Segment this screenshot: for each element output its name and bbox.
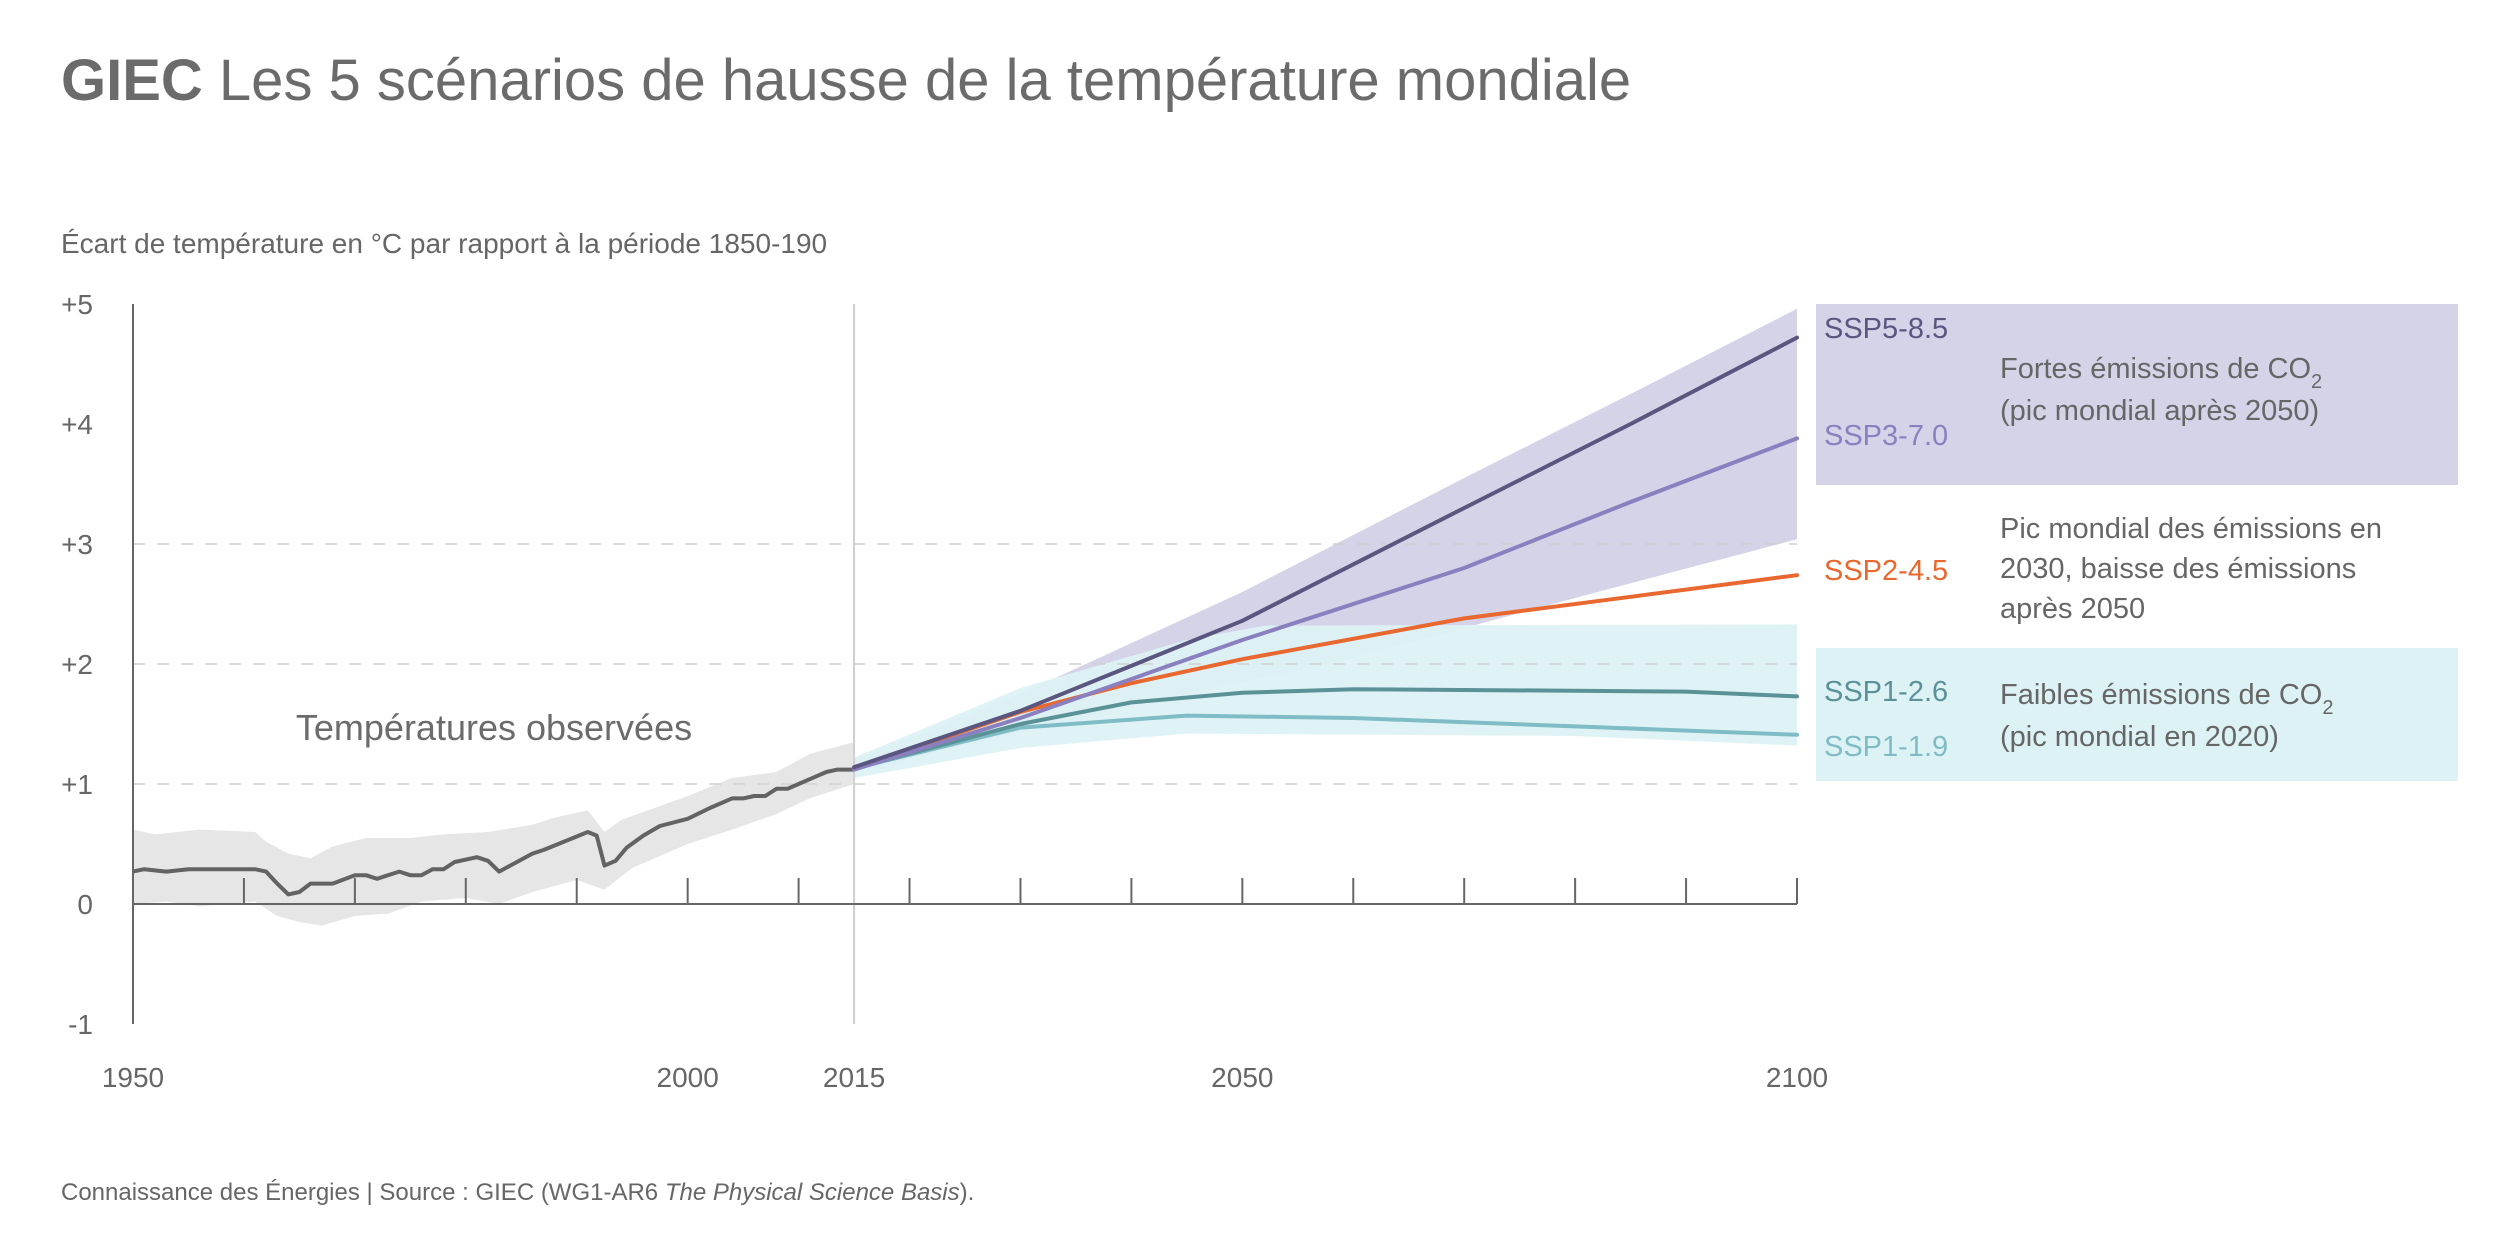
- series-label: SSP1-2.6: [1824, 676, 1948, 708]
- series-label: SSP3-7.0: [1824, 420, 1948, 452]
- series-line-ssp119: [852, 713, 1799, 771]
- series-line-ssp370: [852, 436, 1799, 772]
- y-tick-label: -1: [68, 1009, 93, 1040]
- title-rest: Les 5 scénarios de hausse de la températ…: [203, 48, 1631, 113]
- footer-source: Connaissance des Énergies | Source : GIE…: [61, 1179, 974, 1206]
- legend-low-line2: (pic mondial en 2020): [2000, 721, 2279, 753]
- legend-mid-line3: après 2050: [2000, 593, 2145, 625]
- legend-mid-line1: Pic mondial des émissions en: [2000, 513, 2382, 545]
- series-label: SSP1-1.9: [1824, 731, 1948, 763]
- y-tick-label: +1: [61, 769, 93, 800]
- observed-line: [132, 767, 855, 897]
- footer-end: ).: [960, 1179, 975, 1206]
- y-tick-label: +5: [61, 289, 93, 320]
- title-bold: GIEC: [61, 48, 203, 113]
- x-tick-label: 1950: [102, 1062, 164, 1093]
- y-axis-label: Écart de température en °C par rapport à…: [61, 228, 827, 259]
- projection-band-low: [854, 624, 1797, 778]
- series-label: SSP5-8.5: [1824, 313, 1948, 345]
- series-line-ssp585: [852, 335, 1799, 770]
- x-tick-label: 2000: [657, 1062, 719, 1093]
- legend-mid-line2: 2030, baisse des émissions: [2000, 553, 2356, 585]
- legend-box-low: [1816, 648, 2458, 781]
- x-tick-label: 2015: [823, 1062, 885, 1093]
- x-tick-label: 2050: [1211, 1062, 1273, 1093]
- observed-uncertainty-band: [133, 742, 855, 926]
- y-tick-label: +2: [61, 649, 93, 680]
- legend-high-sub: 2: [2311, 371, 2322, 393]
- legend-high-text: Fortes émissions de CO: [2000, 353, 2311, 385]
- legend-high-line1: Fortes émissions de CO2: [2000, 353, 2322, 393]
- legend-low-line1: Faibles émissions de CO2: [2000, 679, 2333, 719]
- footer-text: Connaissance des Énergies | Source : GIE…: [61, 1179, 665, 1206]
- y-tick-label: +3: [61, 529, 93, 560]
- legend-low-text: Faibles émissions de CO: [2000, 679, 2322, 711]
- y-tick-label: 0: [77, 889, 93, 920]
- footer-italic: The Physical Science Basis: [665, 1179, 960, 1206]
- legend-high-line2: (pic mondial après 2050): [2000, 395, 2319, 427]
- observed-annotation: Températures observées: [296, 707, 692, 748]
- x-tick-label: 2100: [1766, 1062, 1828, 1093]
- legend-low-sub: 2: [2322, 697, 2333, 719]
- page-title: GIEC Les 5 scénarios de hausse de la tem…: [61, 48, 1631, 113]
- series-line-ssp126: [852, 687, 1799, 771]
- legend-box-high: [1816, 304, 2458, 485]
- series-label: SSP2-4.5: [1824, 555, 1948, 587]
- y-tick-label: +4: [61, 409, 93, 440]
